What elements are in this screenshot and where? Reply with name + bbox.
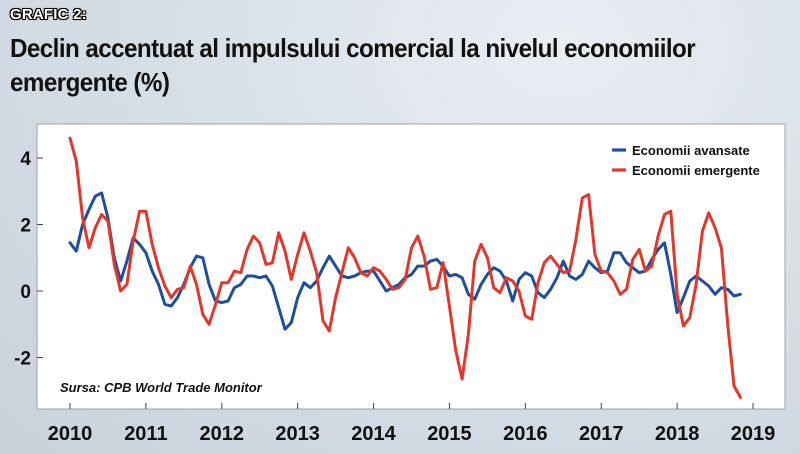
figure-label: GRAFIC 2:: [10, 6, 87, 23]
x-tick-label: 2016: [503, 423, 548, 445]
x-axis: 2010 2011 2012 2013 2014 2015 2016 2017 2018 2019: [48, 403, 776, 445]
x-tick-label: 2019: [731, 423, 776, 445]
y-tick-label: -2: [14, 349, 31, 370]
y-tick-label: 2: [20, 216, 31, 237]
x-tick-label: 2011: [124, 423, 167, 445]
y-tick-label: 4: [20, 149, 31, 170]
x-tick-label: 2013: [275, 423, 320, 445]
series-lines: [68, 136, 742, 399]
x-tick-label: 2012: [200, 423, 245, 445]
x-tick-label: 2018: [655, 423, 700, 445]
x-tick-label: 2017: [579, 423, 624, 445]
x-tick-label: 2015: [427, 423, 472, 445]
series-line-emerging: [68, 136, 742, 399]
legend: Economii avansate Economii emergente: [612, 143, 760, 178]
y-axis: 4 2 0 -2: [14, 149, 43, 370]
plot-area: [36, 123, 786, 410]
y-tick-label: 0: [20, 282, 31, 303]
x-tick-label: 2014: [351, 423, 396, 445]
legend-label-advanced: Economii avansate: [632, 143, 750, 158]
x-tick-label: 2010: [48, 423, 93, 445]
chart-title: Declin accentuat al impulsului comercial…: [10, 33, 696, 97]
legend-label-emerging: Economii emergente: [632, 163, 760, 178]
source-note: Sursa: CPB World Trade Monitor: [60, 380, 263, 395]
